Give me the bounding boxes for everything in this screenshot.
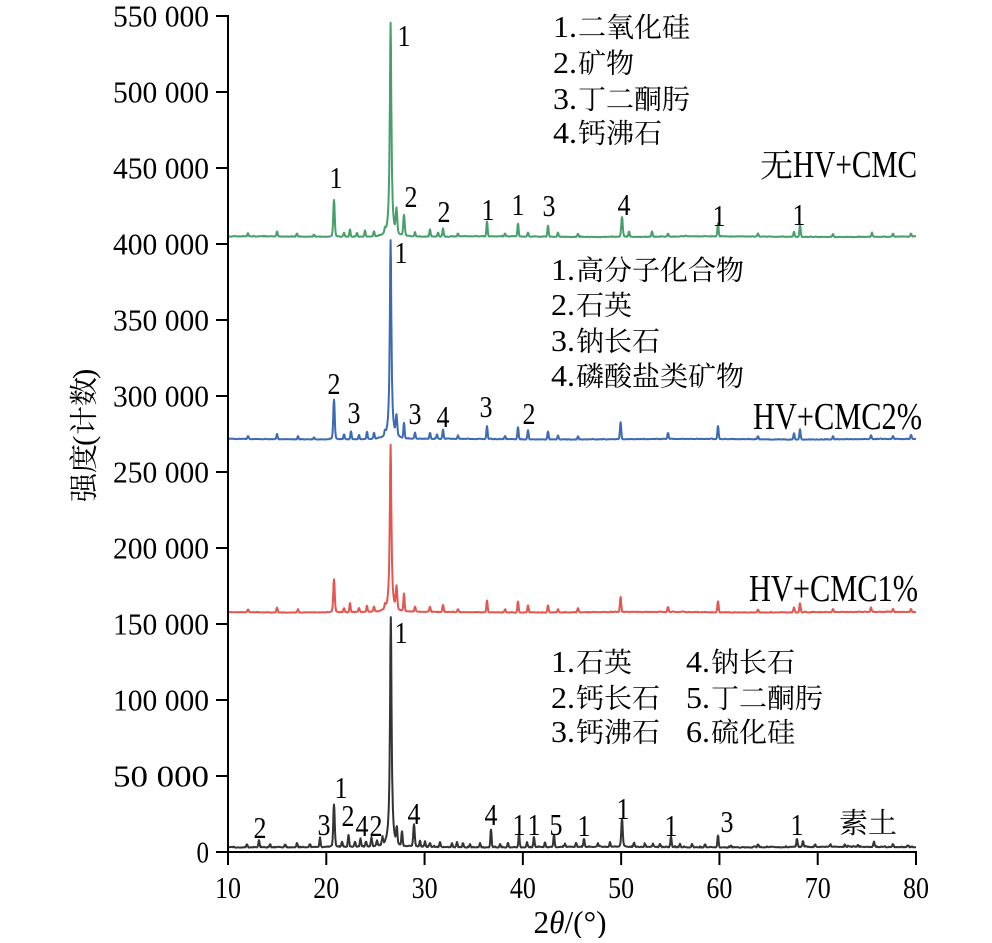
- svg-text:550 000: 550 000: [113, 0, 209, 34]
- svg-text:1: 1: [330, 160, 343, 195]
- svg-text:2.: 2.: [551, 287, 575, 322]
- svg-text:100 000: 100 000: [113, 683, 209, 718]
- svg-text:1: 1: [335, 770, 348, 805]
- svg-text:1: 1: [513, 807, 526, 842]
- svg-text:): ): [66, 369, 101, 379]
- svg-text:3: 3: [409, 396, 422, 431]
- svg-text:3.: 3.: [551, 323, 575, 358]
- svg-text:HV+CMC1%: HV+CMC1%: [749, 568, 918, 610]
- svg-text:250 000: 250 000: [113, 455, 209, 490]
- svg-text:1: 1: [578, 808, 591, 843]
- svg-text:1.: 1.: [553, 9, 577, 44]
- svg-text:5: 5: [550, 807, 563, 842]
- svg-text:300 000: 300 000: [113, 379, 209, 414]
- svg-text:450 000: 450 000: [113, 151, 209, 186]
- svg-text:4: 4: [437, 399, 450, 434]
- svg-text:1: 1: [793, 197, 806, 232]
- svg-text:30: 30: [412, 870, 438, 905]
- svg-text:(: (: [66, 436, 101, 446]
- svg-text:2.: 2.: [551, 680, 575, 715]
- svg-text:1.: 1.: [551, 252, 575, 287]
- svg-text:4: 4: [408, 796, 421, 831]
- svg-text:1: 1: [482, 192, 495, 227]
- svg-text:2: 2: [523, 396, 536, 431]
- svg-text:500 000: 500 000: [113, 75, 209, 110]
- svg-text:2: 2: [342, 798, 355, 833]
- svg-text:3.: 3.: [553, 81, 577, 116]
- svg-text:4: 4: [485, 797, 498, 832]
- svg-text:4.: 4.: [686, 644, 710, 679]
- svg-text:3: 3: [721, 804, 734, 839]
- svg-text:3: 3: [318, 807, 331, 842]
- svg-text:4.: 4.: [553, 115, 577, 150]
- svg-text:1: 1: [395, 615, 408, 650]
- svg-text:1.: 1.: [551, 644, 575, 679]
- svg-text:1: 1: [528, 807, 541, 842]
- svg-text:6.: 6.: [686, 714, 710, 749]
- svg-text:2: 2: [254, 810, 267, 845]
- svg-text:HV+CMC: HV+CMC: [793, 144, 917, 186]
- svg-text:4: 4: [618, 187, 631, 222]
- svg-text:2: 2: [405, 179, 418, 214]
- svg-text:2.: 2.: [553, 45, 577, 80]
- svg-text:1: 1: [395, 235, 408, 270]
- svg-text:1: 1: [512, 187, 525, 222]
- svg-text:3: 3: [348, 395, 361, 430]
- svg-text:1: 1: [791, 807, 804, 842]
- svg-text:1: 1: [713, 198, 726, 233]
- svg-text:3: 3: [480, 389, 493, 424]
- svg-text:1: 1: [617, 791, 630, 826]
- svg-text:20: 20: [313, 870, 339, 905]
- svg-text:3: 3: [543, 188, 556, 223]
- svg-text:0: 0: [197, 835, 210, 870]
- svg-text:2θ/(°): 2θ/(°): [534, 904, 607, 938]
- svg-text:5.: 5.: [686, 680, 710, 715]
- svg-text:60: 60: [706, 870, 732, 905]
- svg-text:1: 1: [665, 808, 678, 843]
- svg-text:2: 2: [438, 194, 451, 229]
- svg-text:70: 70: [805, 870, 831, 905]
- svg-text:40: 40: [510, 870, 536, 905]
- svg-text:200 000: 200 000: [113, 531, 209, 566]
- svg-text:4.: 4.: [551, 358, 575, 393]
- svg-text:80: 80: [903, 870, 929, 905]
- svg-text:400 000: 400 000: [113, 227, 209, 262]
- svg-text:2: 2: [328, 366, 341, 401]
- svg-text:HV+CMC2%: HV+CMC2%: [753, 396, 922, 438]
- svg-text:10: 10: [215, 870, 241, 905]
- svg-text:350 000: 350 000: [113, 303, 209, 338]
- svg-text:4: 4: [356, 808, 369, 843]
- svg-text:2: 2: [370, 808, 383, 843]
- svg-text:3.: 3.: [551, 714, 575, 749]
- svg-text:150 000: 150 000: [113, 607, 209, 642]
- svg-text:50: 50: [608, 870, 634, 905]
- svg-text:1: 1: [398, 18, 411, 53]
- svg-text:50 000: 50 000: [113, 759, 209, 794]
